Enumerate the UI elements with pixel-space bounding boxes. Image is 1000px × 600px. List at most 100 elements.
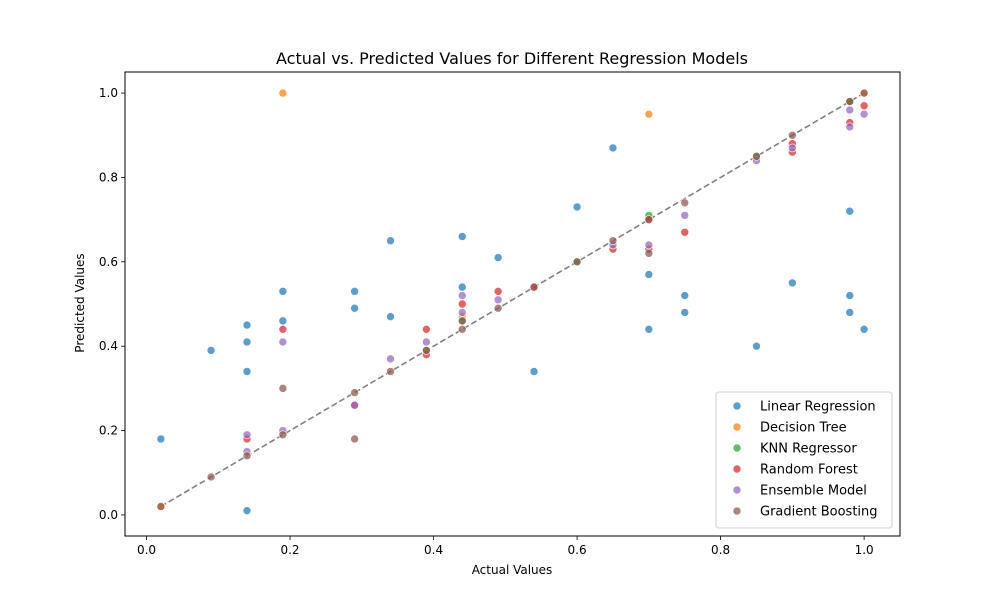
- data-point: [680, 308, 690, 317]
- data-point: [278, 316, 288, 326]
- data-point: [457, 325, 467, 334]
- y-tick-label: 0.6: [99, 255, 118, 269]
- data-point: [845, 105, 855, 115]
- data-point: [529, 367, 539, 376]
- data-point: [752, 152, 761, 161]
- legend-label: KNN Regressor: [760, 442, 857, 457]
- data-point: [278, 325, 288, 334]
- data-point: [845, 308, 855, 317]
- data-point: [608, 143, 618, 153]
- data-point: [845, 291, 855, 300]
- data-point: [644, 325, 654, 334]
- data-point: [859, 88, 869, 98]
- legend-marker: [732, 422, 742, 432]
- legend-marker: [732, 506, 742, 516]
- data-point: [680, 227, 690, 237]
- data-point: [493, 253, 503, 262]
- data-point: [350, 434, 359, 444]
- y-tick-label: 0.2: [99, 424, 118, 438]
- data-point: [457, 299, 467, 309]
- series-gradient-boosting: [156, 88, 869, 511]
- series-ensemble-model: [242, 105, 869, 456]
- data-point: [422, 325, 431, 334]
- x-axis-ticks: 0.0 0.2 0.4 0.6 0.8 1.0: [137, 536, 874, 557]
- data-point: [457, 291, 467, 300]
- legend: Linear Regression Decision Tree KNN Regres…: [715, 391, 893, 529]
- y-axis-label: Predicted Values: [73, 253, 87, 352]
- data-point: [680, 291, 690, 300]
- legend-label: Gradient Boosting: [760, 505, 878, 520]
- data-point: [572, 257, 582, 267]
- data-point: [386, 367, 395, 376]
- data-point: [680, 211, 690, 220]
- x-axis-label: Actual Values: [472, 563, 553, 577]
- data-point: [242, 337, 252, 347]
- legend-marker: [732, 443, 742, 453]
- data-point: [608, 236, 618, 246]
- data-point: [859, 325, 869, 334]
- data-point: [457, 308, 467, 317]
- data-point: [242, 320, 252, 330]
- data-point: [206, 472, 216, 482]
- data-point: [845, 122, 855, 132]
- data-point: [278, 384, 288, 393]
- data-point: [788, 278, 797, 288]
- data-point: [242, 367, 252, 376]
- axes-frame: [124, 71, 901, 537]
- x-tick-label: 1.0: [855, 543, 874, 557]
- data-point: [859, 109, 869, 119]
- data-point: [386, 236, 395, 246]
- data-point: [278, 430, 288, 440]
- data-point: [644, 215, 654, 224]
- data-point: [457, 282, 467, 292]
- x-tick-label: 0.0: [137, 543, 156, 557]
- plot-area: [124, 71, 901, 537]
- data-point: [859, 101, 869, 111]
- x-tick-label: 0.2: [280, 543, 299, 557]
- legend-marker: [732, 401, 742, 411]
- data-point: [206, 346, 216, 355]
- legend-label: Ensemble Model: [760, 484, 867, 499]
- data-point: [278, 337, 288, 347]
- data-point: [529, 282, 539, 292]
- data-point: [680, 198, 690, 208]
- legend-box: [715, 391, 893, 529]
- legend-marker: [732, 464, 742, 474]
- data-point: [278, 287, 288, 296]
- data-point: [457, 232, 467, 241]
- data-point: [242, 506, 252, 515]
- y-tick-label: 1.0: [99, 86, 118, 100]
- data-point: [644, 240, 654, 250]
- data-point: [493, 303, 503, 313]
- data-point: [788, 143, 797, 153]
- series-linear-regression: [156, 143, 869, 515]
- data-point: [644, 249, 654, 258]
- data-point: [422, 346, 431, 355]
- data-point: [156, 502, 166, 511]
- data-point: [350, 388, 359, 397]
- data-point: [845, 97, 855, 106]
- legend-label: Decision Tree: [760, 421, 847, 436]
- legend-marker: [732, 485, 742, 495]
- data-point: [242, 451, 252, 461]
- data-point: [350, 400, 359, 410]
- data-point: [386, 312, 395, 321]
- data-point: [457, 316, 467, 326]
- data-point: [350, 287, 359, 296]
- data-point: [752, 341, 761, 351]
- data-point: [644, 270, 654, 279]
- data-point: [493, 287, 503, 296]
- data-point: [156, 434, 166, 444]
- legend-label: Linear Regression: [760, 400, 876, 415]
- x-tick-label: 0.8: [711, 543, 730, 557]
- data-point: [788, 130, 797, 140]
- data-point: [644, 109, 654, 119]
- data-point: [242, 430, 252, 440]
- y-axis-ticks: 0.0 0.2 0.4 0.6 0.8 1.0: [99, 86, 125, 522]
- data-point: [845, 206, 855, 216]
- legend-label: Random Forest: [760, 463, 858, 478]
- x-tick-label: 0.6: [568, 543, 587, 557]
- data-point: [350, 303, 359, 313]
- data-point: [493, 295, 503, 305]
